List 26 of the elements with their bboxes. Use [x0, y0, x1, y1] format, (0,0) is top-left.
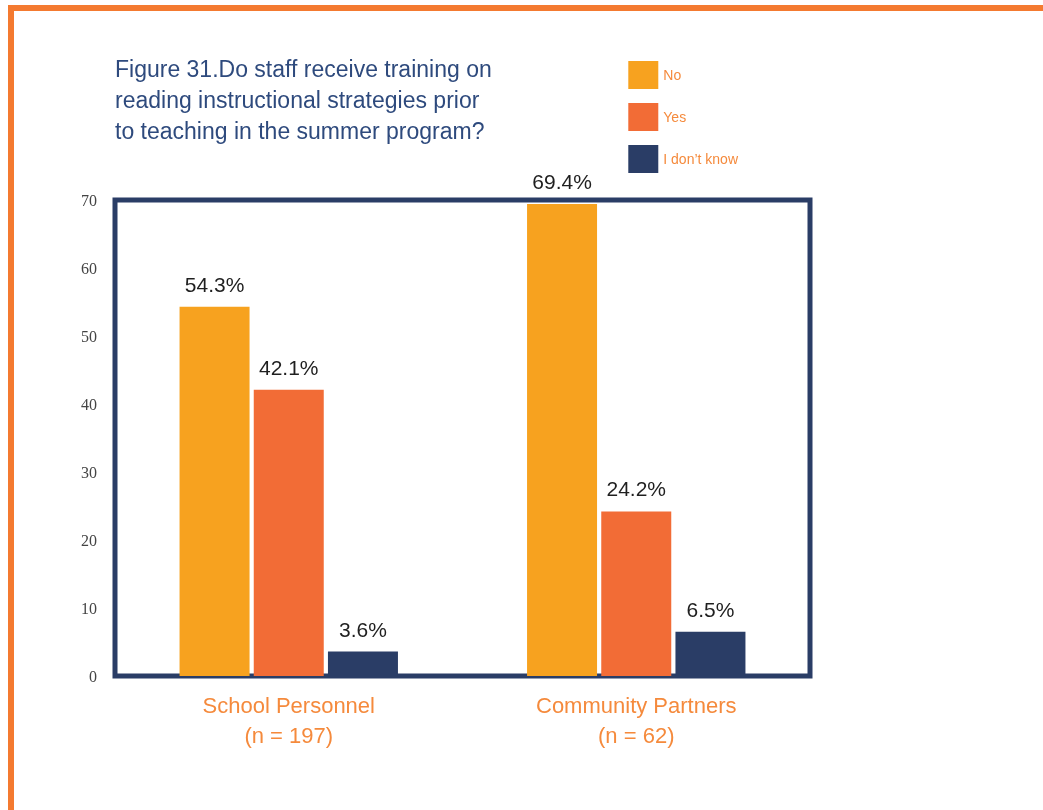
data-label: 24.2% — [606, 477, 667, 501]
data-label: 6.5% — [686, 597, 735, 621]
bar — [601, 511, 672, 676]
legend-label: Yes — [663, 109, 687, 125]
chart-title: Figure 31.Do staff receive training on reading instructional strategies prior to teaching in the summer program? — [115, 55, 499, 144]
data-label: 69.4% — [532, 170, 592, 194]
legend-label: No — [663, 67, 682, 83]
data-label: 54.3% — [184, 272, 245, 296]
bar — [253, 389, 324, 676]
y-tick-label: 70 — [81, 191, 97, 209]
y-tick-label: 60 — [81, 259, 97, 277]
y-tick-label: 20 — [81, 531, 97, 549]
bar — [179, 306, 250, 676]
y-tick-label: 10 — [81, 599, 97, 617]
y-tick-label: 50 — [81, 327, 97, 345]
x-tick-label: School Personnel (n = 197) — [202, 692, 375, 748]
data-label: 42.1% — [258, 355, 319, 379]
bar — [675, 631, 746, 676]
x-tick-label: Community Partners (n = 62) — [535, 692, 737, 748]
legend-label: I don’t know — [663, 151, 739, 167]
bar — [327, 651, 398, 676]
y-tick-label: 0 — [89, 667, 97, 685]
y-tick-label: 40 — [81, 395, 97, 413]
bar — [527, 204, 598, 676]
y-tick-label: 30 — [81, 463, 97, 481]
data-label: 3.6% — [339, 617, 387, 641]
